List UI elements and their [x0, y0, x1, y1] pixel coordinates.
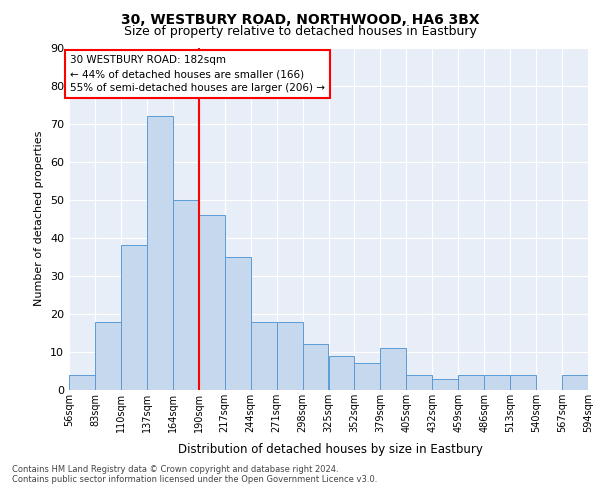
- Bar: [484, 375, 510, 390]
- Bar: [355, 364, 380, 390]
- Bar: [380, 348, 406, 390]
- Bar: [329, 356, 355, 390]
- Bar: [173, 200, 199, 390]
- Bar: [199, 215, 224, 390]
- Bar: [562, 375, 588, 390]
- Bar: [69, 375, 95, 390]
- Bar: [147, 116, 173, 390]
- Text: 30 WESTBURY ROAD: 182sqm
← 44% of detached houses are smaller (166)
55% of semi-: 30 WESTBURY ROAD: 182sqm ← 44% of detach…: [70, 55, 325, 93]
- Text: Distribution of detached houses by size in Eastbury: Distribution of detached houses by size …: [178, 442, 482, 456]
- Bar: [277, 322, 302, 390]
- Bar: [251, 322, 277, 390]
- Bar: [432, 378, 458, 390]
- Text: 30, WESTBURY ROAD, NORTHWOOD, HA6 3BX: 30, WESTBURY ROAD, NORTHWOOD, HA6 3BX: [121, 12, 479, 26]
- Text: Size of property relative to detached houses in Eastbury: Size of property relative to detached ho…: [124, 25, 476, 38]
- Y-axis label: Number of detached properties: Number of detached properties: [34, 131, 44, 306]
- Bar: [510, 375, 536, 390]
- Text: Contains HM Land Registry data © Crown copyright and database right 2024.
Contai: Contains HM Land Registry data © Crown c…: [12, 465, 377, 484]
- Bar: [95, 322, 121, 390]
- Bar: [121, 246, 147, 390]
- Bar: [406, 375, 432, 390]
- Bar: [302, 344, 329, 390]
- Bar: [458, 375, 484, 390]
- Bar: [225, 257, 251, 390]
